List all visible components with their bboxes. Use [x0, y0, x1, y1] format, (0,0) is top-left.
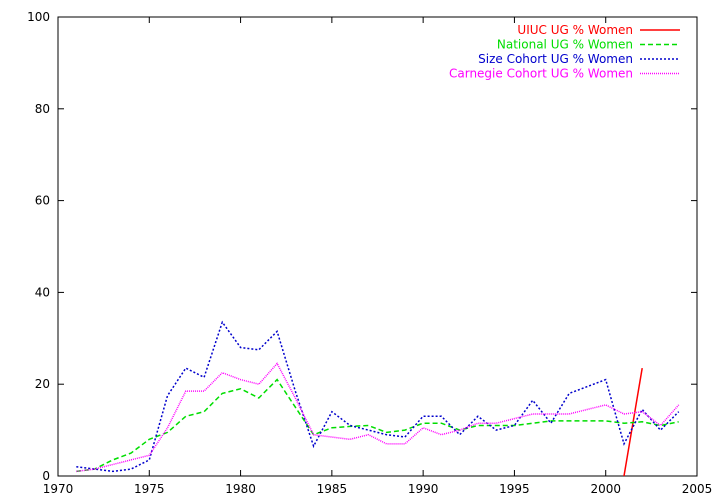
- series-line-3: [76, 320, 680, 473]
- legend-label-1: UIUC UG % Women: [517, 23, 633, 37]
- legend-label-4: Carnegie Cohort UG % Women: [449, 67, 633, 81]
- y-tick-label: 20: [35, 377, 50, 391]
- y-tick-label: 80: [35, 102, 50, 116]
- x-tick-label: 1980: [225, 482, 256, 496]
- axis-ticks: [57, 16, 698, 477]
- legend-label-2: National UG % Women: [497, 38, 633, 52]
- series-line-2: [76, 378, 679, 473]
- x-tick-label: 1975: [134, 482, 165, 496]
- y-tick-label: 40: [35, 285, 50, 299]
- x-tick-label: 1990: [408, 482, 439, 496]
- x-tick-label: 1995: [499, 482, 530, 496]
- axis-tick-labels: 1970 1975 1980 1985 1990 1995 2000 2005 0 20 40 60 8…: [27, 10, 712, 496]
- x-tick-label: 2005: [682, 482, 713, 496]
- y-tick-label: 0: [42, 469, 50, 483]
- series-lines: [76, 320, 680, 477]
- x-tick-label: 1985: [317, 482, 348, 496]
- y-tick-label: 60: [35, 194, 50, 208]
- legend-label-3: Size Cohort UG % Women: [478, 52, 633, 66]
- plot-frame: [57, 16, 698, 477]
- x-tick-label: 2000: [590, 482, 621, 496]
- x-tick-label: 1970: [43, 482, 74, 496]
- y-tick-label: 100: [27, 10, 50, 24]
- series-line-4: [76, 362, 680, 473]
